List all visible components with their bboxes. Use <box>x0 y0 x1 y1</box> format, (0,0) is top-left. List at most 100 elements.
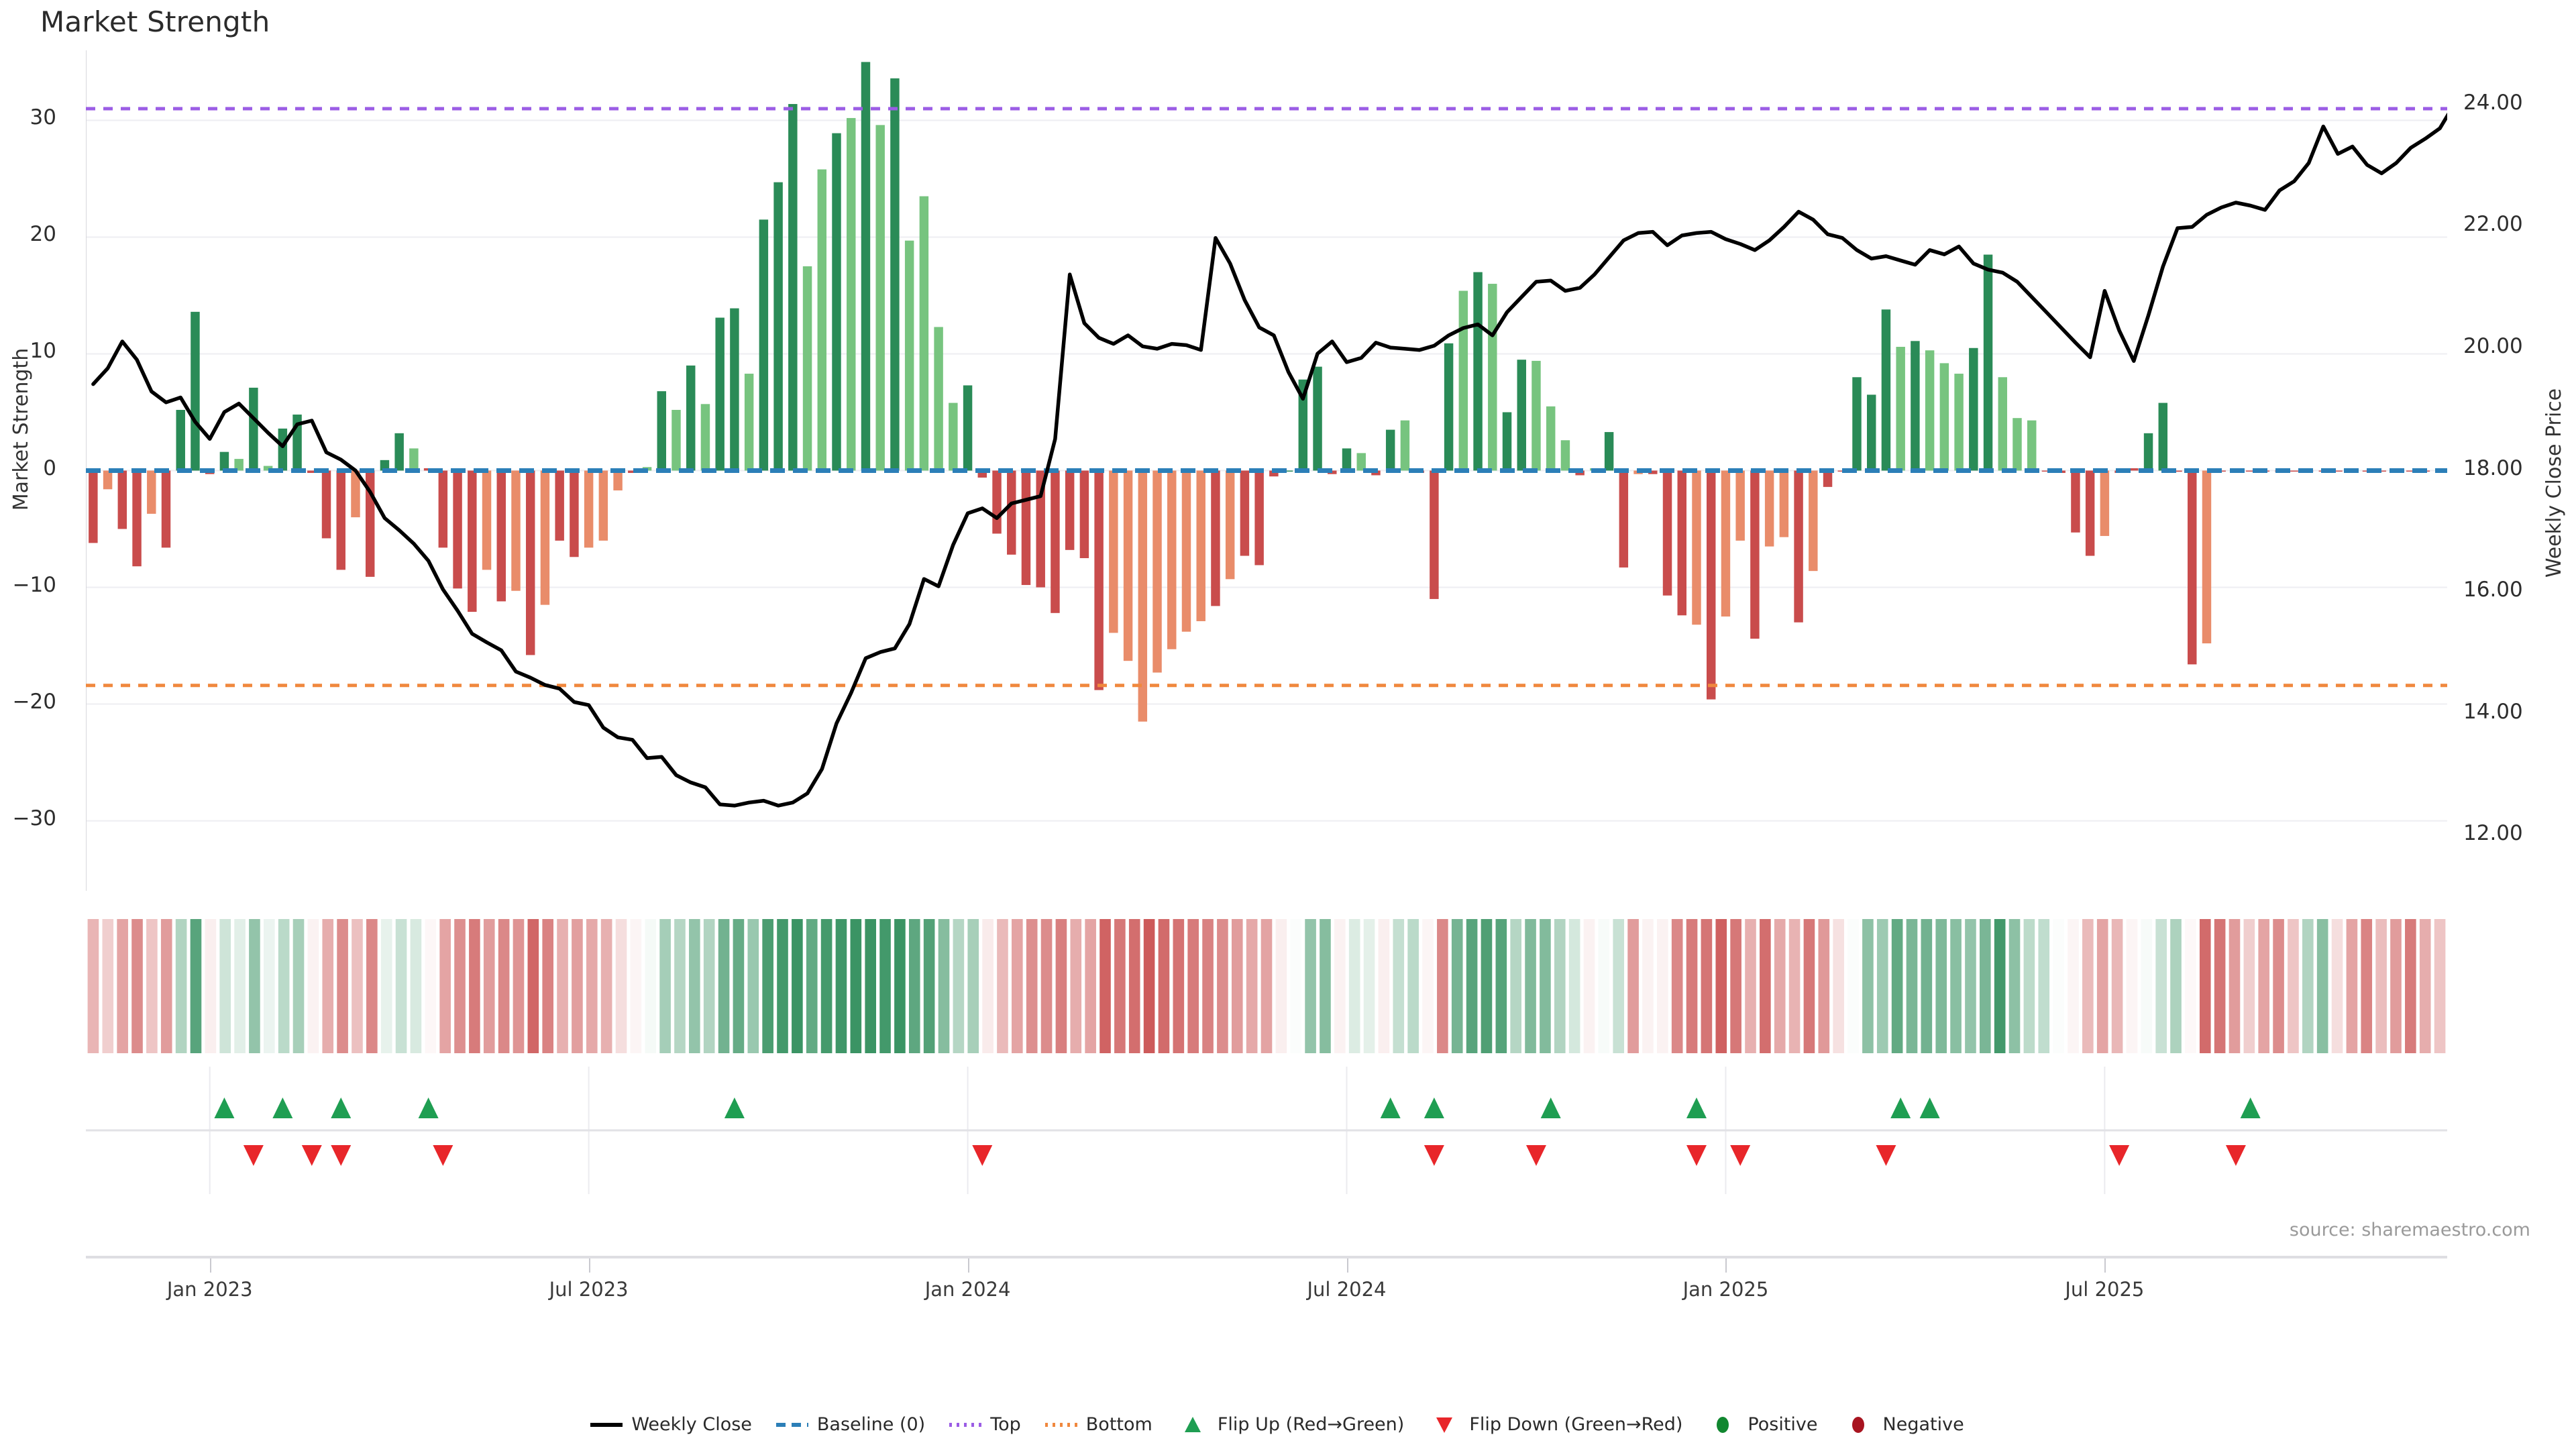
right-tick-label: 12.00 <box>2463 821 2523 846</box>
heatmap-cell <box>2375 919 2387 1053</box>
left-tick-label: −20 <box>12 689 56 714</box>
strength-bar <box>525 470 535 655</box>
heatmap-cell <box>307 919 319 1053</box>
x-tick-mark <box>1725 1258 1727 1273</box>
strength-bar <box>2406 470 2416 472</box>
heatmap-cell <box>1158 919 1170 1053</box>
strength-bar <box>1735 470 1745 541</box>
x-tick-label: Jan 2025 <box>1682 1278 1769 1301</box>
x-tick-label: Jan 2023 <box>166 1278 253 1301</box>
strength-bar <box>117 470 127 529</box>
strength-bar <box>249 387 258 471</box>
strength-bar <box>1750 470 1760 639</box>
heatmap-cell <box>953 919 965 1053</box>
heatmap-cell <box>747 919 759 1053</box>
strength-bar <box>453 470 462 589</box>
flip-down-marker <box>1876 1145 1896 1166</box>
legend-item-flip-down-green-red[interactable]: Flip Down (Green→Red) <box>1427 1414 1682 1435</box>
heatmap-cell <box>2082 919 2094 1053</box>
strength-bar <box>1998 377 2008 471</box>
strength-bar <box>1706 470 1716 700</box>
heatmap-cell <box>1393 919 1405 1053</box>
heatmap-cell <box>1334 919 1346 1053</box>
heatmap-cell <box>2126 919 2138 1053</box>
heatmap-cell <box>1290 919 1302 1053</box>
heatmap-cell <box>1891 919 1903 1053</box>
x-tick-mark <box>2104 1258 2106 1273</box>
heatmap-cell <box>2405 919 2416 1053</box>
heatmap-cell <box>2096 919 2108 1053</box>
heatmap-cell <box>879 919 891 1053</box>
strength-bar <box>1254 470 1264 566</box>
strength-bar <box>1036 470 1045 588</box>
strength-bar <box>773 182 783 471</box>
heatmap-cell <box>1598 919 1610 1053</box>
strength-bar <box>744 374 754 471</box>
legend-item-negative[interactable]: Negative <box>1841 1414 1964 1435</box>
heatmap-cell <box>1114 919 1126 1053</box>
heatmap-cell <box>2258 919 2270 1053</box>
flip-up-marker <box>418 1097 439 1118</box>
triangle-down-icon <box>1436 1417 1453 1433</box>
flip-down-marker <box>2225 1145 2246 1166</box>
strength-bar <box>380 460 390 471</box>
x-tick-label: Jul 2025 <box>2065 1278 2145 1301</box>
strength-bar <box>307 470 317 473</box>
heatmap-cell <box>1143 919 1155 1053</box>
strength-bar <box>1866 394 1876 471</box>
strength-bar <box>191 311 200 471</box>
heatmap-cell <box>454 919 466 1053</box>
heatmap-cell <box>1583 919 1595 1053</box>
strength-bar <box>2143 433 2153 471</box>
strength-bar <box>2158 402 2168 471</box>
heatmap-cell <box>1745 919 1756 1053</box>
legend-item-top[interactable]: Top <box>948 1414 1021 1435</box>
dotted-line-icon <box>949 1422 982 1427</box>
strength-bar <box>176 410 185 471</box>
legend-item-flip-up-red-green[interactable]: Flip Up (Red→Green) <box>1175 1414 1404 1435</box>
strength-bar <box>1502 412 1512 471</box>
heatmap-cell <box>762 919 773 1053</box>
heatmap-cell <box>2419 919 2431 1053</box>
heatmap-cell <box>542 919 554 1053</box>
heatmap-cell <box>1921 919 1933 1053</box>
legend-item-baseline-0[interactable]: Baseline (0) <box>775 1414 925 1435</box>
heatmap-cell <box>586 919 598 1053</box>
strength-bar <box>1342 448 1352 471</box>
heatmap-cell <box>630 919 642 1053</box>
heatmap-cell <box>380 919 392 1053</box>
strength-bar <box>1662 470 1672 596</box>
strength-bar <box>1823 470 1833 487</box>
heatmap-cell <box>249 919 260 1053</box>
heatmap-cell <box>1715 919 1727 1053</box>
strength-bar <box>802 266 812 471</box>
heatmap-cell <box>1495 919 1507 1053</box>
heatmap-cell <box>292 919 305 1053</box>
heatmap-cell <box>1818 919 1830 1053</box>
strength-bar <box>1167 470 1177 649</box>
legend-item-positive[interactable]: Positive <box>1705 1414 1818 1435</box>
legend-item-bottom[interactable]: Bottom <box>1044 1414 1152 1435</box>
strength-bar <box>2377 470 2386 472</box>
heatmap-cell <box>1260 919 1273 1053</box>
heatmap-cell <box>2023 919 2035 1053</box>
strength-bar <box>1430 470 1439 599</box>
heatmap-cell <box>1701 919 1713 1053</box>
legend-label: Positive <box>1748 1414 1818 1435</box>
heatmap-cell <box>1055 919 1067 1053</box>
heatmap-cell <box>1231 919 1243 1053</box>
strength-bar <box>89 470 98 543</box>
heatmap-cell <box>1950 919 1962 1053</box>
strength-bar <box>263 466 273 471</box>
weekly-close-line <box>91 112 2447 808</box>
dashed-line-icon <box>775 1422 808 1427</box>
strength-bar <box>904 240 914 471</box>
heatmap-cell <box>820 919 833 1053</box>
heatmap-cell <box>1070 919 1082 1053</box>
heatmap-cell <box>234 919 246 1053</box>
strength-bar <box>2202 470 2212 644</box>
legend-item-weekly-close[interactable]: Weekly Close <box>589 1414 752 1435</box>
heatmap-cell <box>1876 919 1888 1053</box>
circle-icon <box>1717 1416 1729 1433</box>
heatmap-cell <box>689 919 700 1053</box>
